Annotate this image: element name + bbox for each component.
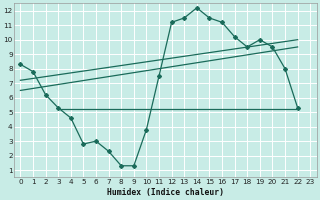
X-axis label: Humidex (Indice chaleur): Humidex (Indice chaleur)	[107, 188, 224, 197]
